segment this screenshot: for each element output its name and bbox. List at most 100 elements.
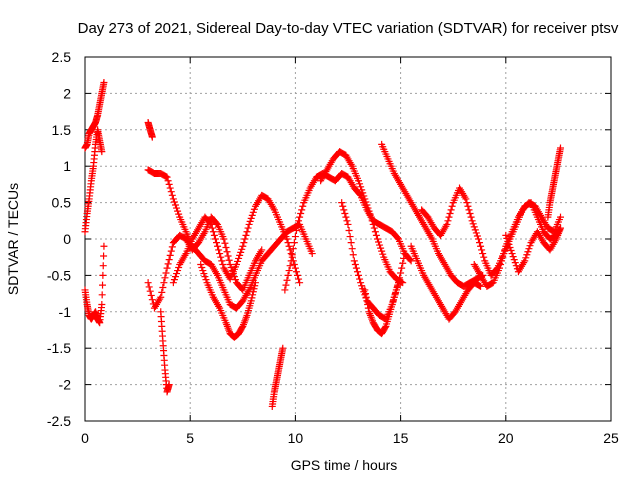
data-point [282,281,290,289]
data-point [467,213,475,221]
data-point [359,189,367,197]
data-point [348,245,356,253]
y-tick-label: -1.5 [47,340,71,356]
data-point [345,227,353,235]
data-point [479,250,487,258]
data-point [362,198,370,206]
data-point [170,198,178,206]
series-arc-r [470,199,565,290]
data-point [244,224,252,232]
data-point [296,213,304,221]
data-point [381,324,389,332]
data-point [469,220,477,228]
data-point [100,242,108,250]
data-point [476,282,483,290]
data-point [236,251,244,259]
data-point [477,242,485,250]
data-point [171,273,179,281]
data-point [170,276,178,284]
data-point [174,207,182,215]
data-point [159,284,167,292]
data-point [251,282,259,290]
data-point [99,281,107,289]
data-point [375,238,383,246]
data-point [148,133,156,141]
data-point [511,259,519,267]
chart-title: Day 273 of 2021, Sidereal Day-to-day VTE… [78,20,619,37]
data-point [368,217,376,225]
x-tick-label: 15 [393,430,409,446]
data-point [503,234,511,242]
data-point [367,213,375,221]
data-point [362,293,370,301]
x-tick-label: 20 [498,430,514,446]
data-point [370,224,378,232]
series-arc-b [81,126,106,236]
data-point [235,254,243,262]
data-point [238,245,246,253]
data-point [497,260,505,268]
data-point [200,270,208,278]
data-point [197,260,205,268]
data-point [373,235,381,243]
data-point [99,271,107,279]
data-point [168,191,176,199]
series-arc-f [144,213,266,312]
data-point [393,234,401,242]
data-point [557,224,565,232]
data-point [147,291,155,299]
data-point [290,260,298,268]
data-point [222,243,230,251]
data-series [81,78,565,410]
data-point [214,242,222,250]
series-arc-j [268,344,287,410]
data-point [234,257,242,265]
data-point [168,243,176,251]
data-point [448,202,456,210]
data-point [363,297,371,305]
x-tick-label: 5 [186,430,194,446]
data-point [470,223,478,231]
data-point [217,253,225,261]
data-point [400,254,408,262]
data-point [166,251,174,259]
data-point [476,239,483,247]
data-point [169,195,177,203]
x-tick-label: 0 [81,430,89,446]
data-point [349,251,357,259]
data-point [401,250,409,258]
data-point [279,344,287,352]
data-point [524,248,532,256]
data-point [223,248,231,256]
data-point [480,253,488,261]
data-point [208,224,216,232]
data-point [355,271,363,279]
series-arc-n [361,279,402,338]
data-point [308,250,316,258]
data-point [242,231,250,239]
data-point [165,180,173,188]
data-point [471,226,479,234]
data-point [288,251,296,259]
data-point [406,256,414,264]
data-point [507,247,515,255]
data-point [298,206,306,214]
y-tick-label: 0.5 [52,195,72,211]
data-point [174,267,182,275]
data-point [365,207,373,215]
data-point [510,256,518,264]
data-point [366,210,374,218]
data-point [499,253,507,261]
data-point [557,144,565,152]
data-point [281,286,289,294]
data-point [164,177,172,185]
data-point [498,257,506,265]
y-tick-label: 2.5 [52,49,72,65]
data-point [398,278,406,286]
data-point [445,213,453,221]
data-point [238,324,246,332]
y-axis-label: SDTVAR / TECUs [5,183,21,295]
data-point [226,260,234,268]
data-point [512,262,520,270]
data-point [285,242,293,250]
